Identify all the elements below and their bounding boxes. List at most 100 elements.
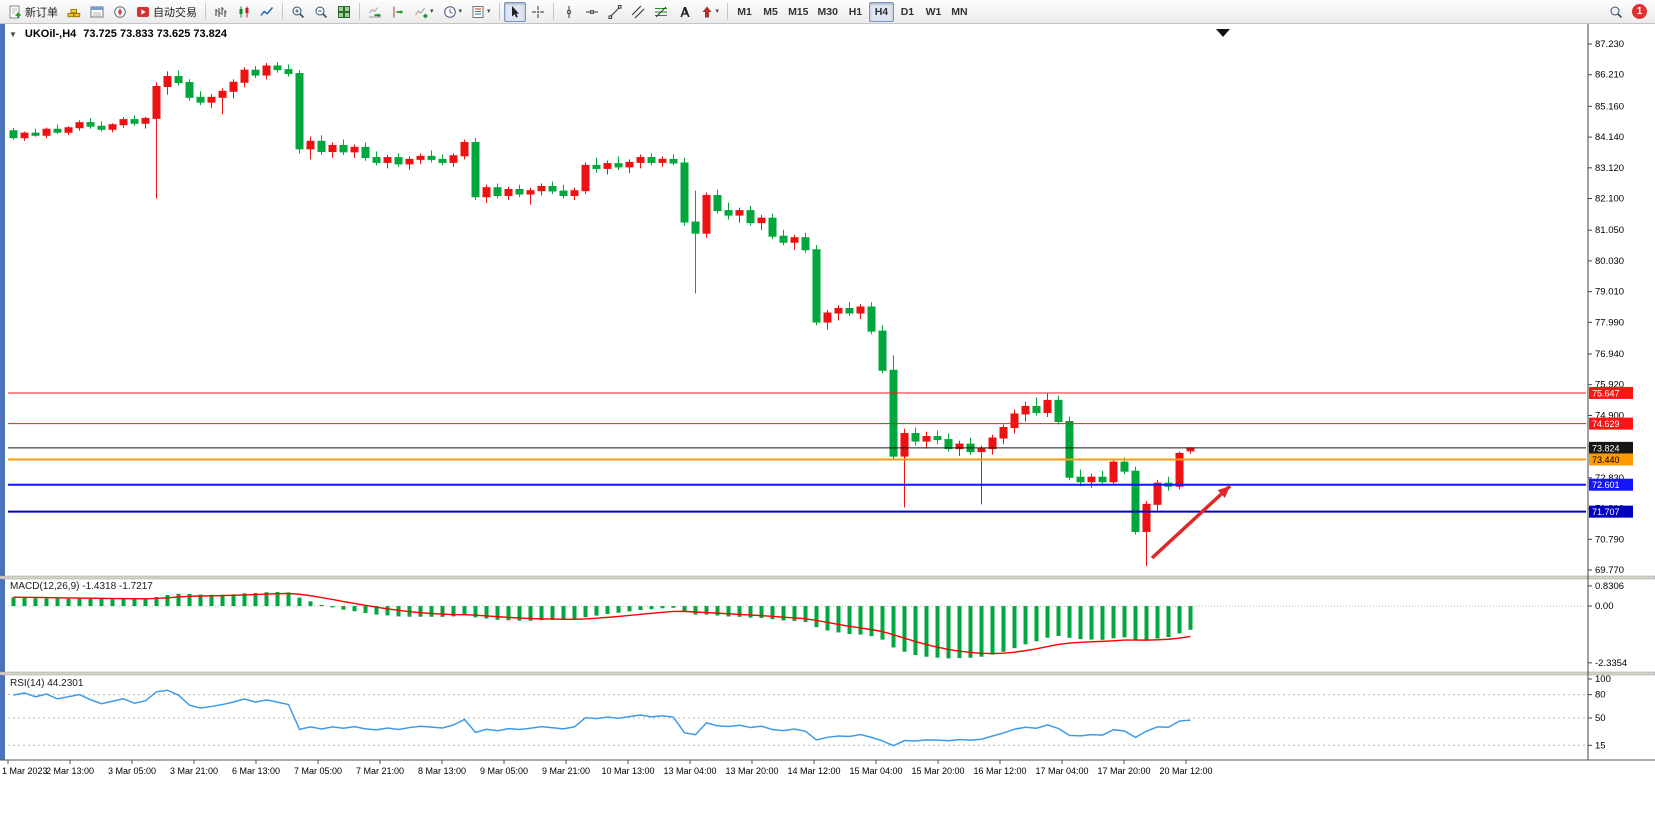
timeframe-button-h4[interactable]: H4 <box>868 1 894 22</box>
candle <box>394 153 403 167</box>
price-level-lines[interactable] <box>8 392 1586 513</box>
candle <box>526 187 535 205</box>
candle <box>1043 392 1052 417</box>
timeframe-button-m5[interactable]: M5 <box>763 5 778 18</box>
candle <box>933 430 942 445</box>
vertical-line-button[interactable] <box>558 2 580 22</box>
trend-arrow-annotation[interactable] <box>1150 484 1232 560</box>
candle <box>317 135 326 155</box>
chart-shift-button[interactable] <box>387 2 409 22</box>
navigator-button[interactable] <box>109 2 131 22</box>
candlestick-chart-icon <box>239 6 249 17</box>
candle <box>636 154 645 169</box>
candle <box>108 123 117 133</box>
bar-chart-button[interactable] <box>210 2 232 22</box>
search-button[interactable] <box>1605 2 1627 22</box>
fibonacci-button[interactable] <box>650 2 672 22</box>
candle <box>779 229 788 246</box>
periods-button[interactable]: ▾ <box>439 2 467 22</box>
chevron-down-icon: ▾ <box>487 8 491 15</box>
pane-separator[interactable] <box>0 575 1655 580</box>
price-tag: 73.824 <box>1589 441 1633 454</box>
candle <box>1131 466 1140 535</box>
time-axis-label: 1 Mar 2023 <box>2 766 48 776</box>
autotrading-button[interactable]: 自动交易 <box>132 2 201 22</box>
time-axis-label: 8 Mar 13:00 <box>418 766 466 776</box>
candle <box>350 144 359 158</box>
data-window-button[interactable] <box>86 2 108 22</box>
timeframe-button-m15[interactable]: M15 <box>788 5 809 18</box>
timeframe-button-h1[interactable]: H1 <box>848 5 863 18</box>
timeframe-button-d1[interactable]: D1 <box>900 5 915 18</box>
candle <box>724 202 733 220</box>
toolbar-separator <box>359 3 360 20</box>
price-tag: 74.629 <box>1589 417 1633 430</box>
candle <box>570 187 579 201</box>
chevron-down-icon: ▾ <box>458 8 463 15</box>
notification-badge[interactable]: 1 <box>1632 4 1647 19</box>
candle <box>218 88 227 115</box>
timeframe-button-w1[interactable]: W1 <box>925 5 942 18</box>
trendline-button[interactable] <box>604 2 626 22</box>
candle <box>262 62 271 80</box>
channel-button[interactable] <box>627 2 649 22</box>
chart-canvas[interactable]: 87.230 86.210 85.160 84.140 83.120 82.100 81.0… <box>0 24 1655 827</box>
price-tag: 71.707 <box>1589 505 1633 518</box>
candle <box>1098 470 1107 485</box>
candle <box>922 431 931 449</box>
indicators-button[interactable]: ▾ <box>410 2 438 22</box>
candlestick-chart-button[interactable] <box>233 2 255 22</box>
window-accent-strip <box>0 24 5 760</box>
crosshair-button[interactable] <box>527 2 549 22</box>
new-order-button[interactable]: 新订单 <box>4 2 62 22</box>
candle <box>559 184 568 199</box>
indicators-icon <box>415 7 428 18</box>
candle <box>438 154 447 166</box>
candle <box>185 79 194 101</box>
arrows-shapes-button[interactable]: ▾ <box>696 2 724 22</box>
time-axis-label: 16 Mar 12:00 <box>973 766 1026 776</box>
candle <box>515 184 524 198</box>
toolbar-separator <box>727 3 729 20</box>
candle <box>97 121 106 132</box>
channel-icon <box>631 5 644 18</box>
templates-button[interactable]: ▾ <box>467 2 495 22</box>
price-axis[interactable]: 87.230 86.210 85.160 84.140 83.120 82.100 81.0… <box>1587 24 1627 760</box>
candle <box>856 303 865 320</box>
timeframe-button-m30[interactable]: M30 <box>817 5 838 18</box>
price-axis-label: 83.120 <box>1595 163 1624 174</box>
candle <box>647 153 656 166</box>
cursor-button[interactable] <box>503 1 526 22</box>
svg-text:71.707: 71.707 <box>1592 507 1620 517</box>
chart-window: ▼ UKOil-,H4 73.725 73.833 73.625 73.824 … <box>0 24 1655 827</box>
auto-scroll-button[interactable] <box>364 2 386 22</box>
candle <box>196 91 205 106</box>
macd-indicator-label: MACD(12,26,9) -1.4318 -1.7217 <box>10 581 153 592</box>
zoom-in-button[interactable] <box>287 2 309 22</box>
one-click-trading-toggle[interactable]: ▼ <box>9 29 17 39</box>
pane-separator[interactable] <box>0 671 1655 676</box>
candle <box>999 424 1008 445</box>
new-order-label: 新订单 <box>25 6 58 19</box>
horizontal-line-button[interactable] <box>581 2 603 22</box>
timeframe-button-m1[interactable]: M1 <box>737 5 752 18</box>
line-chart-button[interactable] <box>256 2 278 22</box>
text-tool-button[interactable] <box>673 2 695 22</box>
tile-windows-button[interactable] <box>333 2 355 22</box>
macd-signal-line <box>13 592 1191 655</box>
candle <box>240 67 249 88</box>
svg-text:74.629: 74.629 <box>1592 419 1620 429</box>
candle <box>823 310 832 330</box>
price-tag: 75.647 <box>1589 386 1633 399</box>
price-axis-label: 81.050 <box>1595 225 1624 236</box>
candle <box>306 136 315 160</box>
price-axis-label: 80.030 <box>1595 256 1624 267</box>
candle <box>581 162 590 195</box>
chart-shift-marker[interactable] <box>1216 29 1230 37</box>
price-axis-label: 79.010 <box>1595 287 1624 298</box>
timeframe-button-mn[interactable]: MN <box>951 5 968 18</box>
zoom-out-button[interactable] <box>310 2 332 22</box>
market-watch-button[interactable] <box>63 2 85 22</box>
price-axis-label: 75.920 <box>1595 380 1624 391</box>
